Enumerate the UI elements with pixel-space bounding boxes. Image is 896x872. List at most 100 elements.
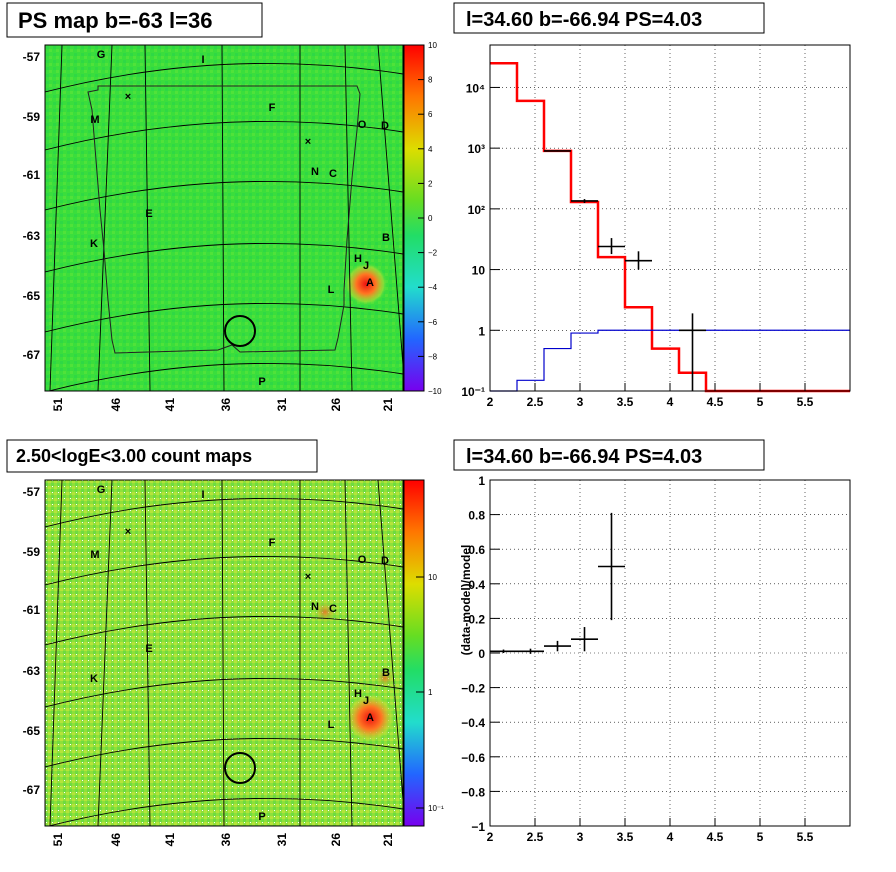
count-map-meridian-line <box>221 480 225 826</box>
count-map-meridian-line <box>377 480 403 807</box>
spectrum-model-step-line <box>490 62 850 393</box>
count-map-lat-tick-label: -59 <box>23 545 41 559</box>
ps-colorbar-tick-label: −8 <box>428 352 438 361</box>
svg-text:l=34.60 b=-66.94 PS=4.03: l=34.60 b=-66.94 PS=4.03 <box>466 9 702 31</box>
count-target-circle <box>224 752 256 784</box>
residual-y-tick-label: 0.2 <box>468 612 485 626</box>
ps-colorbar-ticks: 10 8 6 4 2 0 −2 −4 −6 −8 −10 <box>418 41 442 396</box>
count-map-source-label-d: D <box>381 555 389 567</box>
ps-map-title: PS map b=-63 l=36 <box>6 2 263 38</box>
ps-map-cross-marker: × <box>125 91 131 103</box>
count-map-source-label-h: H <box>354 688 362 700</box>
residual-y-tick-label: −0.2 <box>461 682 485 696</box>
ps-map-parallel-line <box>45 62 403 93</box>
residual-y-tick-label: 0 <box>478 647 485 661</box>
spectrum-x-tick-label: 4.5 <box>707 395 724 409</box>
count-hotspot-b <box>375 668 395 688</box>
count-map-source-label-f: F <box>269 537 276 549</box>
residual-title: l=34.60 b=-66.94 PS=4.03 <box>453 439 765 471</box>
spectrum-y-tick-label: 10⁴ <box>466 81 485 95</box>
count-map-parallel-line <box>45 677 403 708</box>
count-map-parallel-line <box>45 497 403 528</box>
ps-map-source-label-o: O <box>358 119 367 131</box>
count-map-meridian-line <box>144 480 151 826</box>
spectrum-background-step-line <box>490 329 850 392</box>
ps-map-source-label-l: L <box>328 284 335 296</box>
spectrum-y-tick-label: 1 <box>478 324 485 338</box>
count-map-lat-tick-label: -65 <box>23 724 41 738</box>
count-map-meridian-line <box>97 480 113 826</box>
count-map-lon-tick-label: 46 <box>109 833 123 847</box>
spectrum-x-tick-label: 5.5 <box>797 395 814 409</box>
count-map-panel: G I M F O D N C E K B HJA L P × × -57 -59 -61 -63 -65 -67 51… <box>23 479 444 847</box>
spectrum-y-tick-label: 10 <box>472 264 486 278</box>
ps-colorbar-tick-label: 8 <box>428 76 433 85</box>
ps-map-lon-tick-label: 31 <box>275 398 289 412</box>
count-map-lat-tick-label: -61 <box>23 603 41 617</box>
count-map-source-label-e: E <box>145 643 152 655</box>
svg-text:l=34.60 b=-66.94 PS=4.03: l=34.60 b=-66.94 PS=4.03 <box>466 446 702 468</box>
residual-x-tick-label: 5.5 <box>797 830 814 844</box>
residual-x-tick-label: 2 <box>487 830 494 844</box>
spectrum-x-tick-label: 3.5 <box>617 395 634 409</box>
count-colorbar-tick-label: 10 <box>428 573 437 582</box>
ps-map-source-label-p: P <box>258 376 265 388</box>
ps-map-lat-tick-label: -59 <box>23 110 41 124</box>
residual-x-tick-label: 3.5 <box>617 830 634 844</box>
residual-y-axis-label: (data-model)/model <box>459 545 473 656</box>
count-map-lat-tick-label: -57 <box>23 485 41 499</box>
ps-map-source-label-k: K <box>90 238 98 250</box>
ps-map-lon-tick-label: 26 <box>329 398 343 412</box>
ps-map-cross-marker: × <box>305 136 311 148</box>
ps-map-source-label-n: N <box>311 166 319 178</box>
ps-map-meridian-line <box>144 45 151 391</box>
ps-map-roi-outline <box>87 85 361 354</box>
ps-hotspot <box>344 262 388 306</box>
ps-map-lat-tick-label: -67 <box>23 348 41 362</box>
ps-map-lat-tick-label: -65 <box>23 289 41 303</box>
ps-map-meridian-line <box>221 45 225 391</box>
ps-map-source-label-e: E <box>145 208 152 220</box>
residual-y-tick-label: 0.8 <box>468 509 485 523</box>
svg-text:PS map b=-63 l=36: PS map b=-63 l=36 <box>18 8 212 33</box>
count-colorbar-ticks: 10 1 10⁻¹ <box>416 573 444 813</box>
ps-colorbar-tick-label: 0 <box>428 214 433 223</box>
count-colorbar <box>404 480 424 826</box>
residual-y-tick-label: 0.6 <box>468 543 485 557</box>
ps-map-meridian-line <box>49 45 63 391</box>
count-map-lon-tick-label: 31 <box>275 833 289 847</box>
count-map-source-label-c: C <box>329 603 337 615</box>
ps-map-source-label-d: D <box>381 120 389 132</box>
count-map-title: 2.50<logE<3.00 count maps <box>6 439 318 473</box>
ps-map-meridian-line <box>377 45 403 372</box>
ps-colorbar-tick-label: −6 <box>428 318 438 327</box>
count-map-meridian-line <box>49 480 63 826</box>
ps-colorbar-tick-label: 6 <box>428 110 433 119</box>
count-map-source-label-g: G <box>97 484 106 496</box>
ps-map-lat-tick-label: -57 <box>23 50 41 64</box>
count-map-lat-tick-label: -63 <box>23 664 41 678</box>
ps-colorbar-tick-label: 10 <box>428 41 437 50</box>
residual-x-tick-label: 5 <box>757 830 764 844</box>
spectrum-y-tick-label: 10³ <box>468 142 485 156</box>
count-map-source-label-l: L <box>328 719 335 731</box>
ps-map-parallel-line <box>45 180 403 211</box>
ps-map-source-label-g: G <box>97 49 106 61</box>
spectrum-x-tick-label: 4 <box>667 395 674 409</box>
ps-map-panel: G I M F O D N C E K B HJA L P × × -57 -59 -61 -63 -65 -67 51… <box>23 41 442 411</box>
spectrum-x-tick-label: 2.5 <box>527 395 544 409</box>
ps-map-parallel-line <box>45 120 403 151</box>
count-map-source-label-n: N <box>311 601 319 613</box>
count-map-source-label-a: A <box>366 712 374 724</box>
count-map-lat-tick-label: -67 <box>23 783 41 797</box>
count-map-meridian-line <box>344 480 353 826</box>
residual-x-tick-label: 2.5 <box>527 830 544 844</box>
spectrum-title: l=34.60 b=-66.94 PS=4.03 <box>453 2 765 34</box>
residual-x-tick-label: 4 <box>667 830 674 844</box>
residual-y-tick-label: −1 <box>471 820 485 834</box>
ps-colorbar <box>404 45 424 391</box>
ps-map-source-label-i: I <box>201 54 204 66</box>
spectrum-x-tick-label: 5 <box>757 395 764 409</box>
count-map-cross-marker: × <box>305 571 311 583</box>
